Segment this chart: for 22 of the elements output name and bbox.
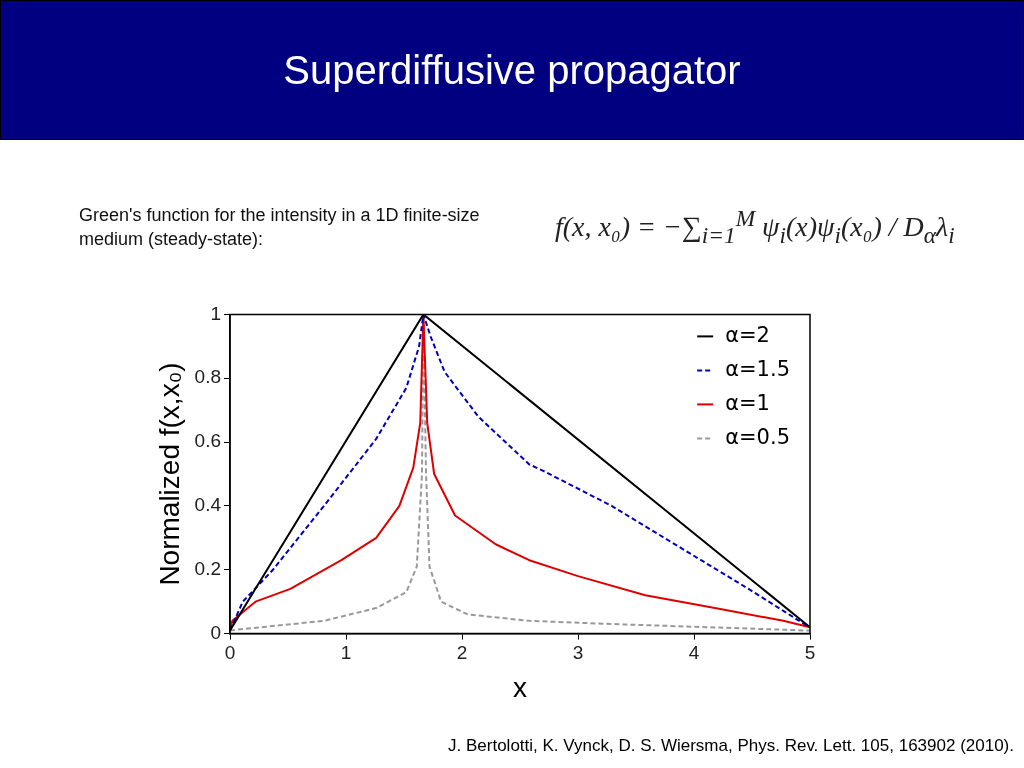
y-tick-label: 0.6 xyxy=(194,430,222,452)
legend-label: α=1 xyxy=(725,390,770,415)
legend-label: α=1.5 xyxy=(725,356,791,381)
y-tick-label: 0.4 xyxy=(194,494,222,516)
x-tick-label: 0 xyxy=(224,642,236,664)
text: f(x, x₀) = −∑$_{i=1}$$^{M}$ ψ$_{i}$(x)ψ$_{i}$(x₀) / D$_{α}$λ$_{i}$ xyxy=(555,205,955,248)
y-tick-label: 0.8 xyxy=(194,366,222,388)
y-tick-label: 0 xyxy=(210,621,222,643)
x-tick-label: 4 xyxy=(688,642,700,664)
text: J. Bertolotti, K. Vynck, D. S. Wiersma, Phys. Rev. Lett. 105, 163902 (2010). xyxy=(448,736,1014,756)
y-tick-label: 0.2 xyxy=(194,557,222,579)
x-tick-label: 1 xyxy=(340,642,352,664)
x-tick-label: 2 xyxy=(456,642,468,664)
x-tick-label: 3 xyxy=(572,642,584,664)
text: Green's function for the intensity in a 1D finite-size medium (steady-state): xyxy=(79,204,481,251)
legend-label: α=2 xyxy=(725,322,770,347)
x-tick-label: 5 xyxy=(804,642,816,664)
x-axis-title: x xyxy=(513,671,528,703)
y-axis-title: Normalized f(x,x₀) xyxy=(153,362,185,586)
legend-label: α=0.5 xyxy=(725,424,791,449)
chart-title: Superdiffusive propagator xyxy=(0,0,1024,140)
y-tick-label: 1 xyxy=(210,302,222,324)
